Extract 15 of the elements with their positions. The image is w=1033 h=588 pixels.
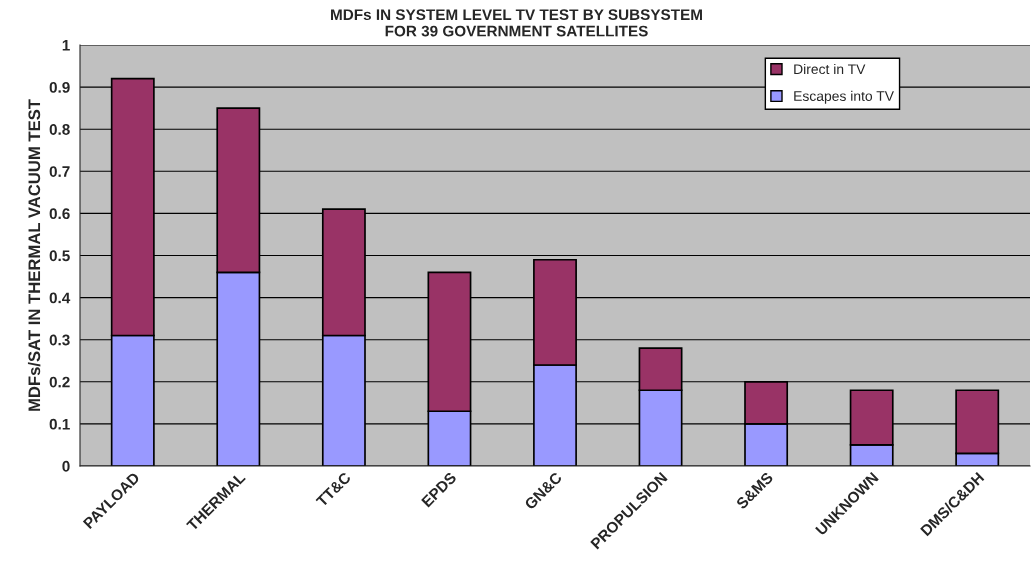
y-tick-label: 0.6 (49, 208, 70, 220)
legend-label: Direct in TV (794, 63, 866, 75)
y-tick-label: 1 (62, 40, 70, 51)
y-tick-label: 0.1 (49, 418, 70, 430)
y-tick-label: 0.2 (49, 376, 70, 388)
legend-label: Escapes into TV (794, 90, 894, 104)
y-tick-label: 0.3 (49, 334, 70, 346)
y-tick-label: 0.9 (49, 81, 70, 93)
chart-title: MDFs IN SYSTEM LEVEL TV TEST BY SUBSYSTEM FOR 39 GOVERNMENT SATELLITES (331, 9, 702, 37)
y-tick-label: 0.5 (49, 250, 70, 262)
y-tick-label: 0.4 (49, 292, 71, 304)
y-axis-title: MDFs/SAT IN THERMAL VACUUM TEST (27, 99, 41, 411)
y-tick-label: 0 (62, 460, 70, 472)
y-tick-label: 0.7 (49, 166, 70, 177)
y-tick-label: 0.8 (49, 124, 70, 135)
